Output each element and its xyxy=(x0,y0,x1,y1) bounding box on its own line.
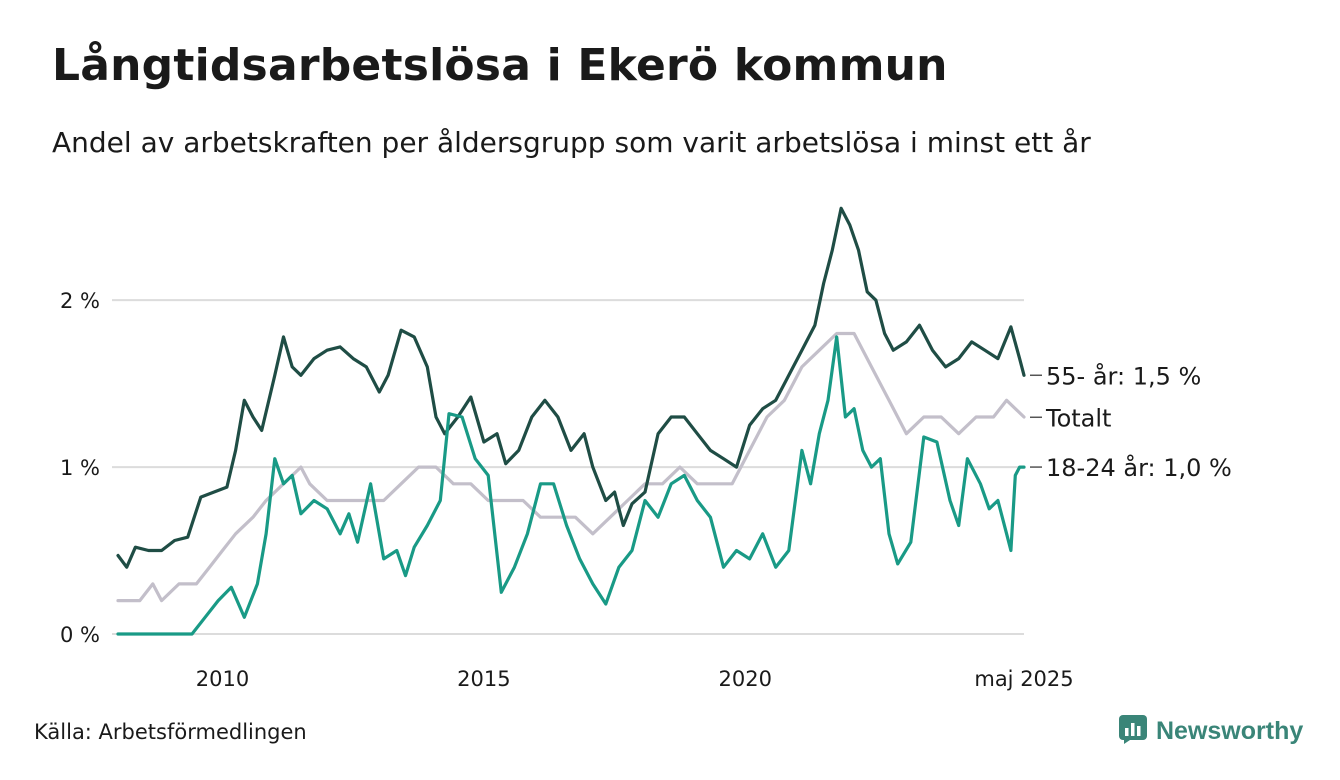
newsworthy-logo-icon xyxy=(1118,714,1148,748)
chart-subtitle: Andel av arbetskraften per åldersgrupp s… xyxy=(52,126,1091,159)
x-tick-label: 2015 xyxy=(457,667,510,691)
y-tick-label: 2 % xyxy=(60,289,100,313)
x-axis-ticks: 2010 2015 2020 maj 2025 xyxy=(196,667,1074,691)
series-line-aged55 xyxy=(116,206,1026,569)
end-label-aged18_24: 18-24 år: 1,0 % xyxy=(1046,453,1232,482)
y-tick-label: 1 % xyxy=(60,456,100,480)
series-line-totalt xyxy=(116,331,1026,603)
y-tick-label: 0 % xyxy=(60,623,100,647)
brand-name: Newsworthy xyxy=(1156,716,1304,745)
end-label-aged55: 55- år: 1,5 % xyxy=(1046,361,1201,390)
x-tick-label: 2020 xyxy=(719,667,772,691)
y-axis-ticks: 0 % 1 % 2 % xyxy=(60,289,100,647)
x-tick-label: 2010 xyxy=(196,667,249,691)
series-lines xyxy=(116,206,1026,636)
end-label-totalt: Totalt xyxy=(1045,404,1111,432)
end-labels: 55- år: 1,5 % Totalt 18-24 år: 1,0 % xyxy=(1030,361,1232,482)
x-tick-label: maj 2025 xyxy=(974,667,1073,691)
gridlines xyxy=(112,299,1024,635)
line-chart: 0 % 1 % 2 % 2010 2015 2020 maj 2025 55- år: 1… xyxy=(60,206,1232,691)
brand[interactable]: Newsworthy xyxy=(1118,714,1303,748)
source-note: Källa: Arbetsförmedlingen xyxy=(34,720,307,744)
chart-title: Långtidsarbetslösa i Ekerö kommun xyxy=(52,40,948,91)
series-line-aged18_24 xyxy=(116,335,1026,636)
